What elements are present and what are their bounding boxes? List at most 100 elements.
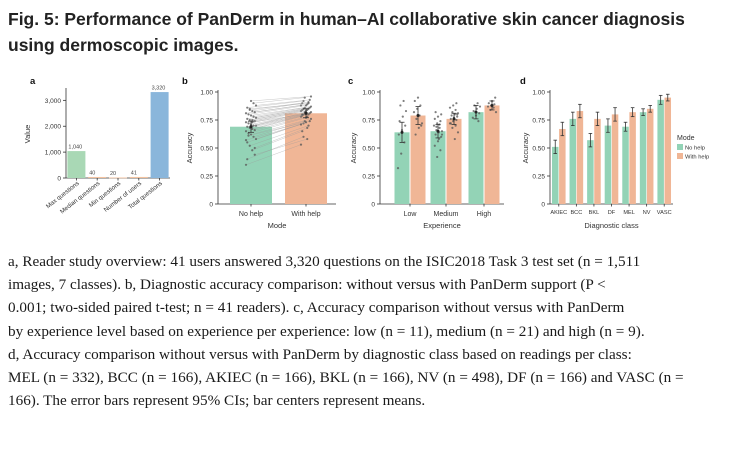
y-tick-label: 0.50	[362, 146, 375, 153]
paired-line	[249, 125, 309, 146]
bar	[622, 126, 629, 204]
data-point	[432, 124, 436, 127]
data-point	[471, 116, 474, 119]
data-point	[494, 96, 497, 99]
data-point	[252, 102, 255, 105]
data-point	[494, 111, 498, 114]
paired-line	[249, 108, 309, 121]
data-point	[454, 108, 457, 112]
bar	[285, 113, 327, 204]
data-point	[253, 146, 256, 150]
data-point	[248, 118, 251, 122]
data-point	[434, 133, 437, 136]
data-point	[450, 114, 453, 117]
bar	[394, 132, 410, 204]
caption-line: MEL (n = 332), BCC (n = 166), AKIEC (n =…	[8, 369, 684, 387]
paired-line	[245, 144, 302, 165]
x-axis-label: Mode	[268, 221, 287, 230]
data-point	[455, 118, 458, 122]
data-label: 41	[131, 170, 137, 176]
data-point	[433, 117, 436, 120]
data-point	[302, 135, 305, 138]
bar	[594, 118, 601, 204]
bar	[664, 97, 672, 204]
x-axis-label: Experience	[423, 221, 461, 230]
data-label: 1,040	[68, 145, 82, 151]
data-point	[244, 112, 248, 115]
data-point	[301, 113, 304, 116]
data-point	[251, 127, 254, 131]
data-point	[436, 140, 440, 143]
data-point	[472, 109, 475, 113]
data-point	[453, 137, 456, 141]
data-point	[246, 125, 249, 128]
data-point	[251, 121, 254, 124]
data-point	[249, 99, 253, 103]
data-point	[299, 123, 303, 126]
data-point	[397, 133, 400, 136]
data-point	[254, 104, 258, 107]
panel-label: c	[348, 76, 353, 87]
data-point	[302, 99, 305, 103]
data-point	[440, 113, 443, 116]
paired-line	[254, 116, 308, 131]
bar	[569, 118, 577, 204]
data-point	[246, 117, 249, 120]
data-point	[438, 126, 441, 129]
caption-line: d, Accuracy comparison without versus wi…	[8, 345, 632, 363]
data-point	[440, 135, 443, 138]
bar	[551, 146, 559, 204]
bar	[150, 92, 169, 178]
paired-line	[248, 105, 307, 115]
y-tick-label: 0	[209, 202, 213, 209]
data-point	[478, 105, 482, 108]
legend-swatch	[677, 153, 683, 159]
legend-entry: No help	[685, 146, 705, 152]
data-point	[456, 115, 459, 118]
data-point	[455, 102, 458, 105]
data-point	[419, 104, 422, 107]
y-tick-label: 0.75	[362, 118, 375, 125]
data-label: 20	[110, 171, 116, 177]
y-axis-label: Accuracy	[349, 132, 358, 163]
data-point	[478, 112, 481, 115]
data-point	[247, 122, 250, 125]
paired-line	[255, 107, 310, 118]
paired-line	[255, 99, 310, 106]
data-point	[253, 153, 256, 156]
data-point	[476, 102, 479, 105]
data-point	[309, 105, 313, 108]
bar	[576, 111, 584, 204]
x-tick-label: High	[477, 211, 492, 218]
data-point	[451, 111, 454, 114]
paired-line	[254, 138, 308, 155]
figure-title: Fig. 5: Performance of PanDerm in human–…	[8, 9, 685, 55]
bar	[446, 118, 462, 204]
paired-line	[250, 111, 312, 125]
bar	[639, 112, 647, 204]
paired-line	[250, 96, 312, 102]
data-point	[244, 121, 248, 124]
y-tick-label: 0.50	[532, 146, 545, 153]
y-axis-label: Accuracy	[185, 132, 194, 163]
data-point	[448, 106, 452, 109]
x-tick-label: Medium	[434, 211, 459, 218]
y-tick-label: 3,000	[45, 98, 62, 105]
bar	[559, 128, 566, 204]
bar	[230, 126, 272, 204]
data-point	[437, 137, 440, 141]
mean-marker	[416, 114, 420, 118]
y-tick-label: 0	[57, 176, 61, 183]
mean-marker	[490, 103, 494, 107]
data-point	[247, 113, 250, 116]
data-point	[477, 120, 480, 123]
data-point	[308, 98, 311, 101]
data-point	[435, 125, 438, 128]
data-point	[306, 126, 309, 129]
data-point	[440, 133, 444, 136]
data-point	[452, 104, 455, 107]
data-point	[246, 158, 249, 161]
data-point	[244, 139, 248, 142]
mean-marker	[249, 125, 253, 129]
bar	[484, 105, 500, 204]
